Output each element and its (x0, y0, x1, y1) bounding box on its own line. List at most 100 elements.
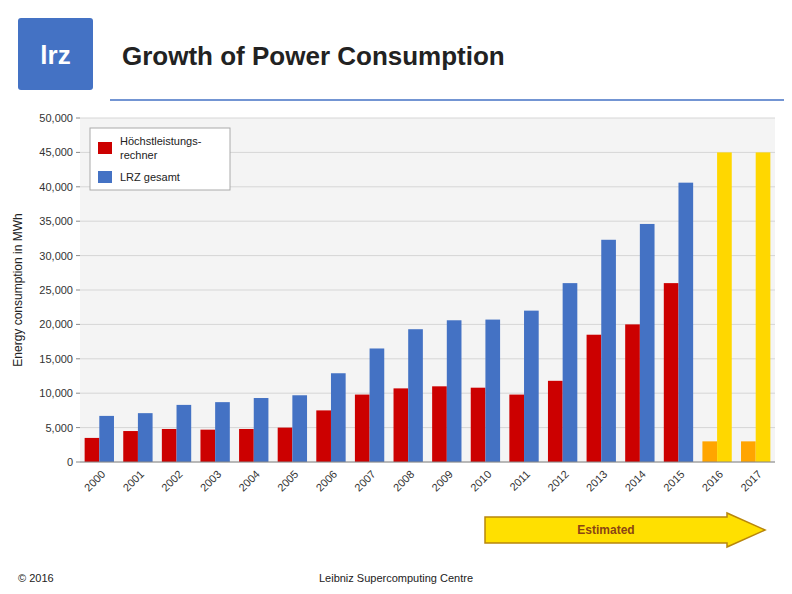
bar (664, 283, 679, 462)
y-tick-label: 20,000 (39, 318, 73, 330)
y-tick (76, 152, 80, 153)
bar (678, 183, 693, 462)
bar (509, 395, 524, 462)
y-tick-label: 40,000 (39, 181, 73, 193)
bar (702, 441, 717, 462)
bar (485, 320, 500, 462)
y-tick (76, 255, 80, 256)
y-tick-label: 45,000 (39, 146, 73, 158)
grid-line (80, 221, 775, 222)
grid-line (80, 255, 775, 256)
y-tick (76, 324, 80, 325)
x-tick-label: 2003 (198, 468, 224, 494)
bar (587, 335, 602, 462)
y-tick-label: 10,000 (39, 387, 73, 399)
bar (717, 152, 732, 462)
bar (278, 428, 293, 462)
bar (239, 429, 254, 462)
legend-swatch (98, 142, 112, 154)
x-tick-label: 2004 (236, 468, 262, 494)
y-axis-label: Energy consumption in MWh (11, 213, 25, 366)
legend-label-line: LRZ gesamt (120, 171, 180, 183)
bar (370, 348, 385, 462)
x-tick-label: 2017 (738, 468, 764, 494)
x-tick-label: 2013 (584, 468, 610, 494)
y-tick (76, 290, 80, 291)
bar (215, 402, 230, 462)
bars (85, 152, 771, 462)
estimated-arrow (485, 513, 765, 547)
x-tick-label: 2008 (391, 468, 417, 494)
plot-area (80, 118, 775, 462)
bar (138, 413, 153, 462)
x-tick-label: 2009 (429, 468, 455, 494)
bar (162, 429, 177, 462)
bar (563, 283, 578, 462)
bar (292, 395, 307, 462)
legend-label-line: Höchstleistungs- (120, 135, 202, 147)
legend: Höchstleistungs-rechner LRZ gesamt (90, 128, 230, 190)
legend-label: Höchstleistungs-rechner (120, 135, 202, 161)
chart: lrz Growth of Power Consumption 0 5,000 10,0… (0, 0, 792, 594)
y-tick-label: 25,000 (39, 284, 73, 296)
bar (123, 431, 138, 462)
x-tick-label: 2011 (507, 468, 532, 493)
x-tick-label: 2005 (275, 468, 301, 494)
x-tick-label: 2014 (622, 468, 648, 494)
y-tick (76, 118, 80, 119)
x-tick-label: 2012 (545, 468, 571, 494)
bar (85, 438, 100, 462)
x-tick-label: 2015 (661, 468, 687, 494)
logo-text: lrz (40, 40, 70, 70)
bar (177, 405, 192, 462)
bar (408, 329, 423, 462)
y-tick (76, 186, 80, 187)
x-tick-label: 2007 (352, 468, 378, 494)
bar (200, 430, 215, 462)
bar (601, 240, 616, 462)
bar (355, 395, 370, 462)
bar (394, 388, 409, 462)
y-tick (76, 221, 80, 222)
bar (741, 441, 756, 462)
y-tick-label: 30,000 (39, 250, 73, 262)
grid-line (80, 118, 775, 119)
x-tick-label: 2016 (700, 468, 726, 494)
legend-label: LRZ gesamt (120, 171, 180, 183)
x-tick-label: 2002 (159, 468, 185, 494)
y-tick-label: 15,000 (39, 353, 73, 365)
bar (331, 373, 346, 462)
header-rule (110, 99, 784, 101)
bar (756, 152, 771, 462)
bar (99, 416, 114, 462)
x-tick-label: 2010 (468, 468, 494, 494)
logo-box (18, 18, 93, 90)
legend-swatch (98, 171, 112, 183)
bar (432, 386, 447, 462)
grid-line (80, 462, 775, 463)
y-tick-label: 0 (67, 456, 73, 468)
background (0, 0, 792, 594)
x-tick-label: 2006 (313, 468, 339, 494)
legend-label-line: rechner (120, 149, 158, 161)
y-tick (76, 427, 80, 428)
y-tick-label: 35,000 (39, 215, 73, 227)
y-tick (76, 462, 80, 463)
bar (548, 381, 563, 462)
x-tick-label: 2000 (82, 468, 108, 494)
title: Growth of Power Consumption (122, 41, 505, 71)
y-tick-label: 50,000 (39, 112, 73, 124)
bar (625, 324, 640, 462)
copyright: © 2016 (18, 572, 54, 584)
bar (471, 388, 486, 462)
bar (254, 398, 269, 462)
x-tick-label: 2001 (120, 468, 146, 494)
y-tick (76, 393, 80, 394)
y-tick (76, 358, 80, 359)
bar (447, 320, 462, 462)
bar (640, 224, 655, 462)
legend-box (90, 128, 230, 190)
y-tick-label: 5,000 (45, 422, 73, 434)
footer: Leibniz Supercomputing Centre (319, 572, 473, 584)
bar (524, 311, 539, 462)
